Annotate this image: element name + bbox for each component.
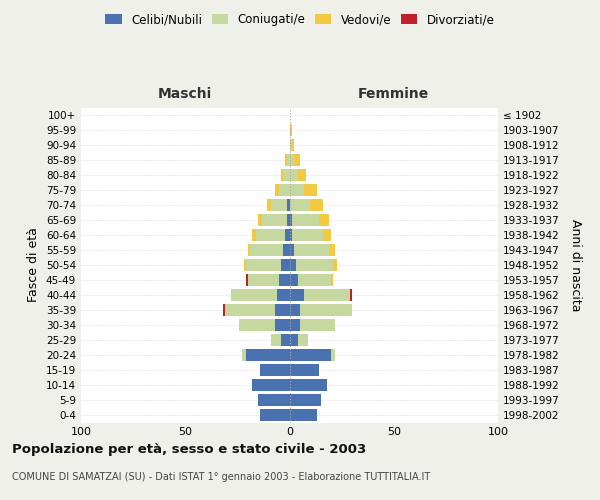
Bar bbox=[281, 168, 283, 181]
Bar bbox=[290, 198, 310, 211]
Text: Maschi: Maschi bbox=[158, 88, 212, 102]
Bar bbox=[331, 274, 333, 286]
Bar bbox=[231, 288, 277, 302]
Bar bbox=[333, 258, 337, 272]
Bar bbox=[290, 214, 292, 226]
Bar bbox=[290, 244, 293, 256]
Bar bbox=[275, 318, 290, 332]
Bar bbox=[290, 258, 296, 272]
Text: Popolazione per età, sesso e stato civile - 2003: Popolazione per età, sesso e stato civil… bbox=[12, 442, 366, 456]
Bar bbox=[271, 198, 287, 211]
Bar bbox=[290, 274, 298, 286]
Bar bbox=[290, 228, 292, 241]
Bar bbox=[283, 168, 290, 181]
Bar bbox=[225, 304, 275, 316]
Bar bbox=[290, 288, 304, 302]
Bar bbox=[281, 334, 290, 346]
Y-axis label: Anni di nascita: Anni di nascita bbox=[569, 219, 582, 311]
Bar bbox=[252, 228, 256, 241]
Bar bbox=[277, 288, 290, 302]
Bar bbox=[331, 348, 335, 362]
Bar bbox=[250, 244, 283, 256]
Bar bbox=[293, 244, 329, 256]
Bar bbox=[281, 258, 290, 272]
Bar bbox=[290, 168, 298, 181]
Bar bbox=[287, 198, 290, 211]
Bar bbox=[290, 334, 298, 346]
Bar bbox=[290, 394, 321, 406]
Bar bbox=[244, 258, 246, 272]
Bar bbox=[298, 168, 306, 181]
Bar bbox=[260, 408, 290, 422]
Bar bbox=[275, 184, 279, 196]
Bar bbox=[300, 318, 335, 332]
Text: COMUNE DI SAMATZAI (SU) - Dati ISTAT 1° gennaio 2003 - Elaborazione TUTTITALIA.I: COMUNE DI SAMATZAI (SU) - Dati ISTAT 1° … bbox=[12, 472, 430, 482]
Bar bbox=[286, 154, 287, 166]
Bar bbox=[290, 184, 304, 196]
Bar bbox=[283, 244, 290, 256]
Bar bbox=[246, 258, 281, 272]
Bar bbox=[286, 228, 290, 241]
Bar bbox=[287, 154, 290, 166]
Bar bbox=[239, 318, 275, 332]
Bar bbox=[258, 214, 262, 226]
Bar bbox=[304, 288, 350, 302]
Bar bbox=[298, 334, 308, 346]
Bar bbox=[246, 274, 248, 286]
Bar bbox=[310, 198, 323, 211]
Bar bbox=[292, 214, 319, 226]
Bar bbox=[293, 154, 300, 166]
Bar bbox=[350, 288, 352, 302]
Text: Femmine: Femmine bbox=[358, 88, 430, 102]
Bar bbox=[258, 394, 290, 406]
Bar bbox=[223, 304, 225, 316]
Bar bbox=[290, 138, 292, 151]
Bar bbox=[290, 304, 300, 316]
Bar bbox=[290, 378, 327, 392]
Bar bbox=[248, 274, 279, 286]
Bar bbox=[319, 214, 329, 226]
Bar bbox=[290, 348, 331, 362]
Bar bbox=[292, 228, 323, 241]
Bar bbox=[290, 408, 317, 422]
Bar bbox=[300, 304, 352, 316]
Legend: Celibi/Nubili, Coniugati/e, Vedovi/e, Divorziati/e: Celibi/Nubili, Coniugati/e, Vedovi/e, Di… bbox=[100, 8, 500, 31]
Bar bbox=[290, 124, 292, 136]
Bar bbox=[262, 214, 287, 226]
Bar bbox=[256, 228, 286, 241]
Bar bbox=[248, 244, 250, 256]
Bar bbox=[279, 274, 290, 286]
Bar bbox=[304, 184, 317, 196]
Bar bbox=[329, 244, 335, 256]
Bar bbox=[290, 364, 319, 376]
Bar bbox=[242, 348, 246, 362]
Y-axis label: Fasce di età: Fasce di età bbox=[28, 228, 40, 302]
Bar bbox=[296, 258, 333, 272]
Bar bbox=[279, 184, 290, 196]
Bar bbox=[290, 154, 293, 166]
Bar bbox=[323, 228, 331, 241]
Bar bbox=[275, 304, 290, 316]
Bar bbox=[292, 138, 293, 151]
Bar bbox=[246, 348, 290, 362]
Bar bbox=[271, 334, 281, 346]
Bar bbox=[252, 378, 290, 392]
Bar bbox=[290, 318, 300, 332]
Bar bbox=[287, 214, 290, 226]
Bar bbox=[266, 198, 271, 211]
Bar bbox=[260, 364, 290, 376]
Bar bbox=[298, 274, 331, 286]
